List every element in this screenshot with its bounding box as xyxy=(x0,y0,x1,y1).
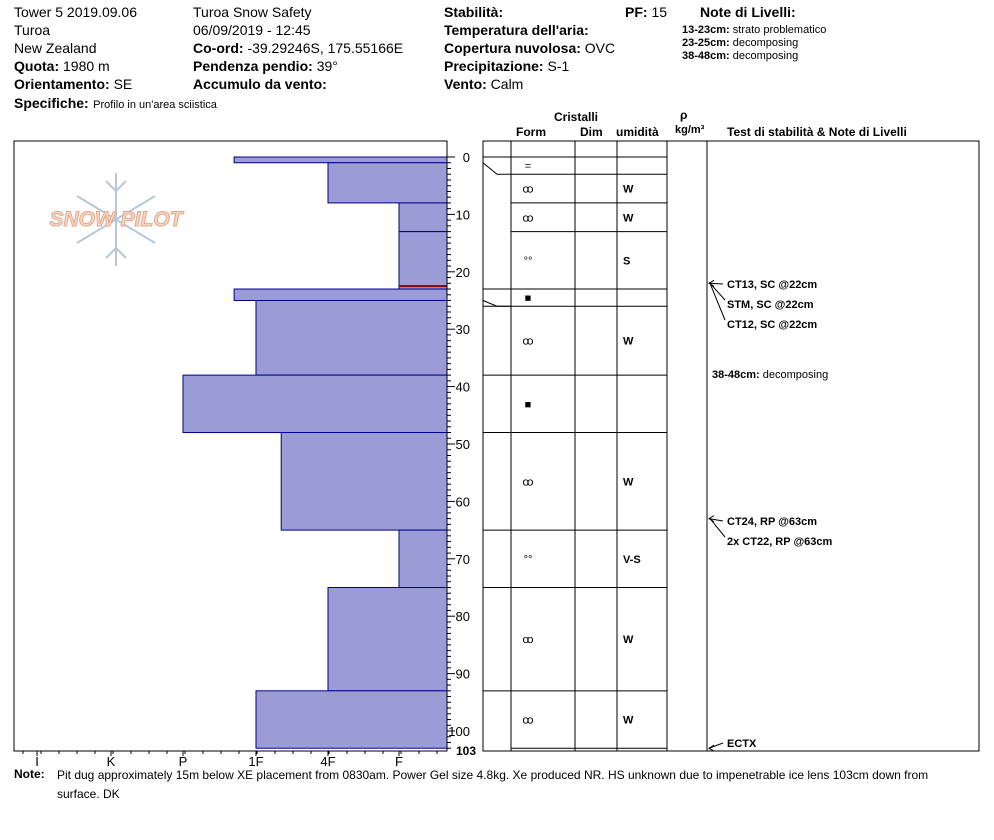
grain-form-symbol: ꝏ xyxy=(522,336,533,348)
grain-form-symbol: ■ xyxy=(525,399,532,411)
hardness-bar xyxy=(183,375,447,432)
depth-tick-label: 60 xyxy=(456,494,470,509)
depth-tick-label: 70 xyxy=(456,552,470,567)
grain-form-symbol: ꝏ xyxy=(522,715,533,727)
depth-tick-label: 50 xyxy=(456,437,470,452)
hardness-bar xyxy=(328,588,447,691)
grain-moisture-value: W xyxy=(623,715,634,727)
grain-moisture-value: W xyxy=(623,336,634,348)
x-axis-tick-label: F xyxy=(395,754,403,769)
hardness-bar xyxy=(256,691,447,748)
depth-tick-label: 30 xyxy=(456,322,470,337)
stability-test-note: STM, SC @22cm xyxy=(727,299,814,311)
hardness-bar xyxy=(256,301,447,376)
layer-note-range: 38-48cm: xyxy=(712,369,763,381)
x-axis-tick-label: K xyxy=(107,754,116,769)
hardness-bar xyxy=(399,530,447,587)
depth-tick-label: 40 xyxy=(456,380,470,395)
footer-note-line2: surface. DK xyxy=(57,788,120,800)
grain-form-symbol: ■ xyxy=(525,293,532,305)
grain-moisture-value: W xyxy=(623,184,634,196)
depth-tick-label: 100 xyxy=(448,724,470,739)
stability-test-note: 2x CT22, RP @63cm xyxy=(727,536,833,548)
hardness-bar xyxy=(281,433,447,531)
hardness-bar xyxy=(399,203,447,232)
depth-tick-label: 20 xyxy=(456,265,470,280)
stability-test-note: CT24, RP @63cm xyxy=(727,516,817,528)
depth-tick-label: 90 xyxy=(456,667,470,682)
grain-moisture-value: V-S xyxy=(623,554,641,566)
x-axis-tick-label: P xyxy=(179,754,188,769)
hardness-bar xyxy=(234,289,447,300)
hardness-bar xyxy=(234,157,447,163)
logo-text: SNOW PILOT xyxy=(50,208,185,231)
grain-form-symbol: ꝏ xyxy=(522,476,533,488)
hardness-bar xyxy=(399,232,447,289)
arrow-head-icon xyxy=(709,745,714,751)
layer-connector xyxy=(483,301,511,307)
footer-note-label: Note: xyxy=(14,768,45,780)
depth-tick-label: 10 xyxy=(456,207,470,222)
grain-moisture-value: W xyxy=(623,212,634,224)
grain-form-symbol: ꝏ xyxy=(522,184,533,196)
layer-note-in-chart: 38-48cm: decomposing xyxy=(712,369,828,381)
footer-note-line1: Pit dug approximately 15m below XE place… xyxy=(57,769,928,781)
grain-moisture-value: W xyxy=(623,634,634,646)
x-axis-tick-label: 4F xyxy=(320,754,335,769)
grain-form-symbol: °° xyxy=(524,255,533,267)
grain-table-frame xyxy=(483,141,979,751)
grain-form-symbol: = xyxy=(525,161,531,173)
stability-test-note: CT13, SC @22cm xyxy=(727,279,817,291)
depth-tick-label: 80 xyxy=(456,609,470,624)
stability-note-leader xyxy=(710,283,725,300)
x-axis-tick-label: 1F xyxy=(248,754,263,769)
layer-connector xyxy=(483,163,511,174)
grain-form-symbol: ꝏ xyxy=(522,634,533,646)
depth-bottom-label: 103 xyxy=(456,744,476,758)
stability-test-note: ECTX xyxy=(727,738,757,750)
stability-test-note: CT12, SC @22cm xyxy=(727,319,817,331)
hardness-bar xyxy=(328,163,447,203)
layer-note-text: decomposing xyxy=(763,369,828,381)
grain-form-symbol: °° xyxy=(524,554,533,566)
depth-tick-label: 0 xyxy=(463,150,470,165)
grain-moisture-value: S xyxy=(623,255,630,267)
snowpilot-logo: SNOW PILOT xyxy=(50,173,185,266)
stability-note-leader xyxy=(710,283,725,320)
grain-moisture-value: W xyxy=(623,476,634,488)
grain-form-symbol: ꝏ xyxy=(522,212,533,224)
